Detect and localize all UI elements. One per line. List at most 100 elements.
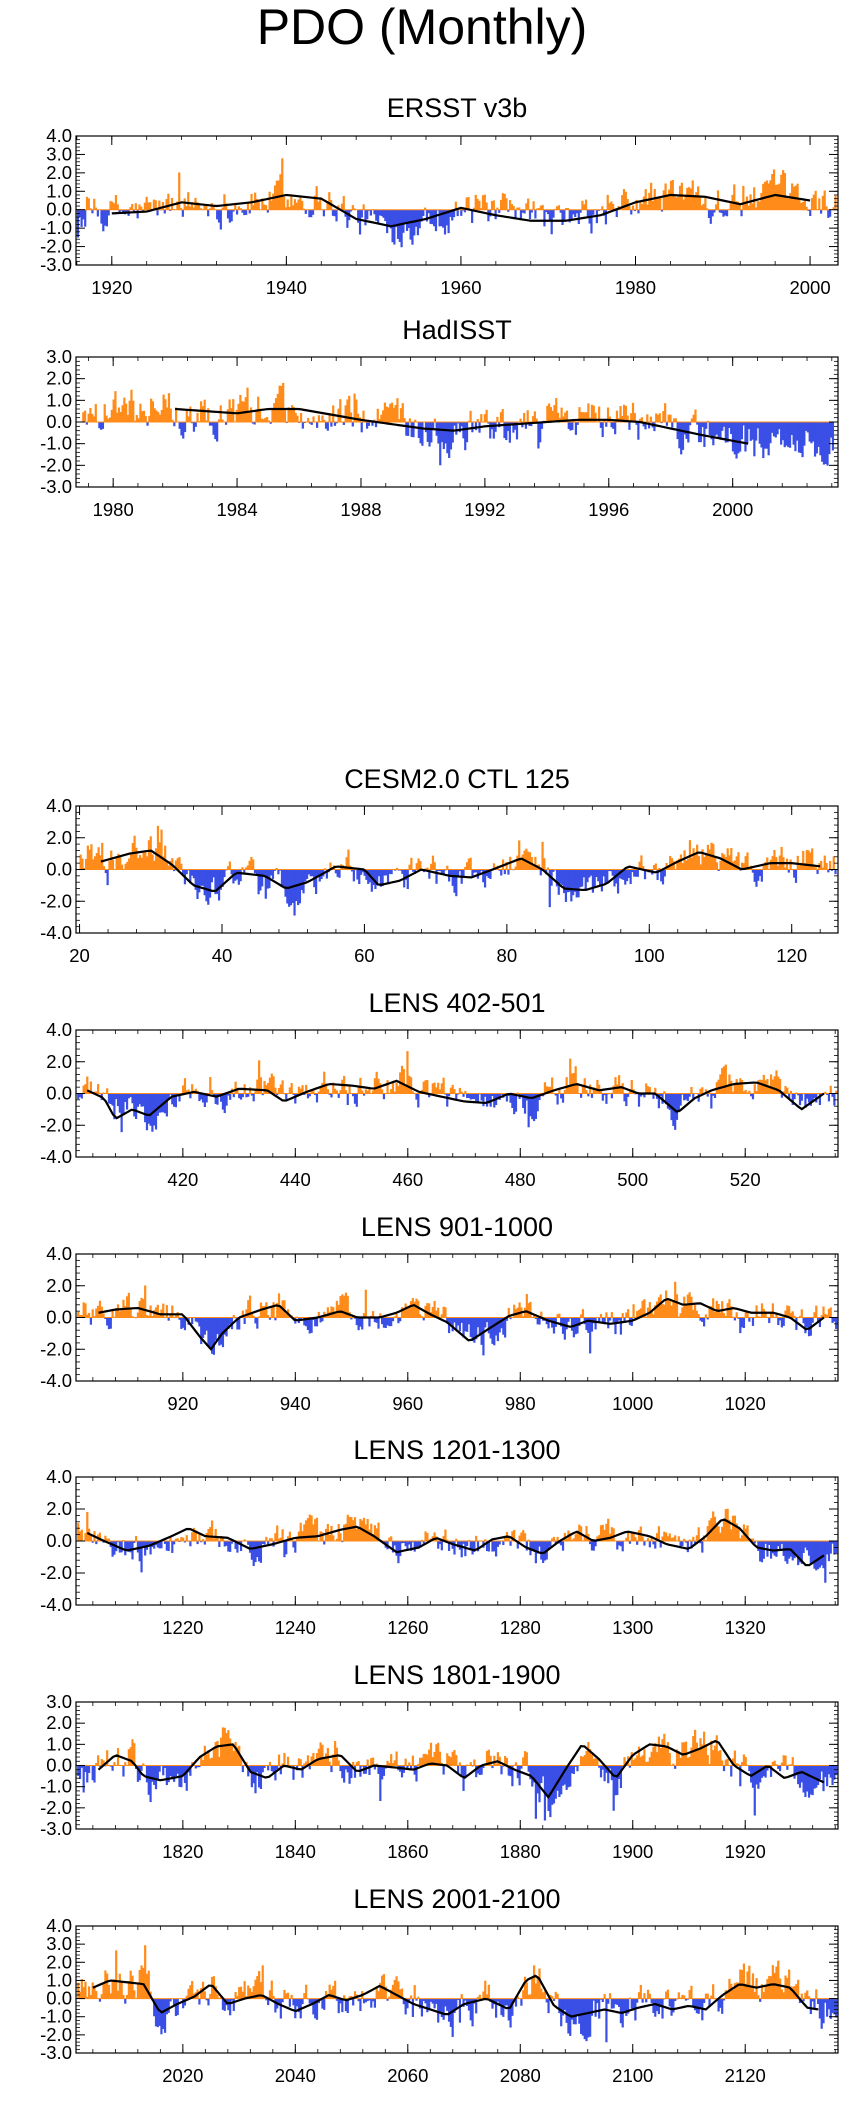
- negative-bar: [422, 1998, 425, 2002]
- positive-bar: [234, 202, 237, 210]
- negative-bar: [503, 422, 506, 439]
- positive-bar: [115, 858, 118, 870]
- positive-bar: [153, 1310, 156, 1318]
- negative-bar: [473, 1093, 476, 1100]
- positive-bar: [113, 203, 116, 210]
- negative-bar: [831, 1317, 834, 1323]
- positive-bar: [487, 1984, 490, 1999]
- negative-bar: [171, 1765, 174, 1780]
- positive-bar: [631, 205, 635, 210]
- positive-bar: [769, 1074, 773, 1094]
- negative-bar: [451, 1317, 454, 1332]
- negative-bar: [545, 1765, 548, 1794]
- negative-bar: [579, 209, 582, 213]
- positive-bar: [701, 1087, 704, 1094]
- positive-bar: [297, 1758, 301, 1766]
- positive-bar: [185, 408, 188, 422]
- positive-bar: [238, 1987, 241, 1999]
- positive-bar: [84, 1981, 87, 1999]
- negative-bar: [777, 1317, 780, 1326]
- negative-bar: [686, 1093, 689, 1102]
- positive-bar: [263, 1081, 266, 1094]
- positive-bar: [426, 1303, 429, 1318]
- negative-bar: [811, 1765, 814, 1796]
- negative-bar: [227, 1093, 230, 1096]
- positive-bar: [393, 1316, 396, 1318]
- positive-bar: [793, 1315, 796, 1318]
- negative-bar: [425, 209, 429, 222]
- positive-bar: [258, 1971, 261, 1999]
- positive-bar: [279, 174, 282, 210]
- positive-bar: [796, 855, 799, 870]
- positive-bar: [371, 1090, 375, 1094]
- negative-bar: [153, 1093, 156, 1126]
- negative-bar: [511, 1765, 514, 1787]
- negative-bar: [509, 1317, 512, 1320]
- negative-bar: [104, 1317, 107, 1319]
- positive-bar: [451, 1084, 454, 1094]
- x-tick-label: 1000: [612, 1393, 653, 1414]
- positive-bar: [128, 858, 131, 870]
- negative-bar: [603, 1765, 606, 1782]
- negative-bar: [467, 1317, 471, 1325]
- negative-bar: [529, 1765, 532, 1780]
- positive-bar: [631, 402, 635, 422]
- y-tick-label: -3.0: [40, 254, 72, 275]
- negative-bar: [82, 209, 85, 220]
- negative-bar: [442, 1998, 445, 2020]
- positive-bar: [592, 1758, 595, 1766]
- negative-bar: [478, 1765, 481, 1775]
- negative-bar: [189, 1093, 192, 1099]
- negative-bar: [514, 422, 517, 430]
- negative-bar: [449, 869, 453, 877]
- negative-bar: [235, 209, 239, 215]
- negative-bar: [223, 1093, 226, 1114]
- positive-bar: [551, 1996, 554, 1999]
- negative-bar: [718, 209, 721, 213]
- positive-bar: [216, 1740, 219, 1766]
- panels-group: ERSST v3b4.03.02.01.00.0-1.0-2.0-3.01920…: [40, 93, 839, 2086]
- positive-bar: [708, 1306, 711, 1318]
- positive-bar: [641, 1536, 644, 1541]
- negative-bar: [169, 209, 172, 211]
- negative-bar: [241, 1093, 244, 1098]
- negative-bar: [554, 1093, 557, 1096]
- positive-bar: [556, 1536, 559, 1541]
- negative-bar: [575, 869, 578, 898]
- positive-bar: [377, 1991, 380, 1999]
- negative-bar: [531, 1093, 534, 1120]
- positive-bar: [258, 1060, 261, 1094]
- positive-bar: [534, 1983, 537, 1999]
- positive-bar: [129, 1970, 132, 1999]
- negative-bar: [323, 1998, 326, 2010]
- positive-bar: [156, 825, 160, 870]
- positive-bar: [381, 1089, 384, 1094]
- negative-bar: [741, 1317, 744, 1328]
- positive-bar: [333, 1313, 337, 1318]
- negative-bar: [364, 209, 367, 226]
- negative-bar: [227, 1541, 230, 1552]
- negative-bar: [210, 869, 213, 883]
- positive-bar: [226, 409, 229, 422]
- negative-bar: [690, 1541, 693, 1549]
- y-tick-label: 3.0: [46, 1933, 72, 1954]
- positive-bar: [557, 205, 561, 210]
- positive-bar: [131, 204, 134, 210]
- negative-bar: [766, 1765, 769, 1771]
- negative-bar: [310, 422, 313, 425]
- negative-bar: [498, 209, 501, 213]
- positive-bar: [623, 1757, 626, 1766]
- negative-bar: [401, 869, 404, 874]
- positive-bar: [164, 399, 167, 422]
- positive-bar: [285, 1993, 288, 1999]
- positive-bar: [658, 413, 661, 422]
- negative-bar: [807, 1541, 811, 1556]
- negative-bar: [505, 1093, 509, 1102]
- positive-bar: [252, 205, 255, 210]
- negative-bar: [485, 1093, 489, 1107]
- positive-bar: [712, 1984, 715, 1999]
- positive-bar: [679, 1757, 682, 1766]
- negative-bar: [98, 422, 101, 429]
- y-axis: 4.02.00.0-2.0-4.0: [40, 1019, 838, 1167]
- x-axis: 2020 2040 2060 2080 2100 2120: [92, 1926, 836, 2086]
